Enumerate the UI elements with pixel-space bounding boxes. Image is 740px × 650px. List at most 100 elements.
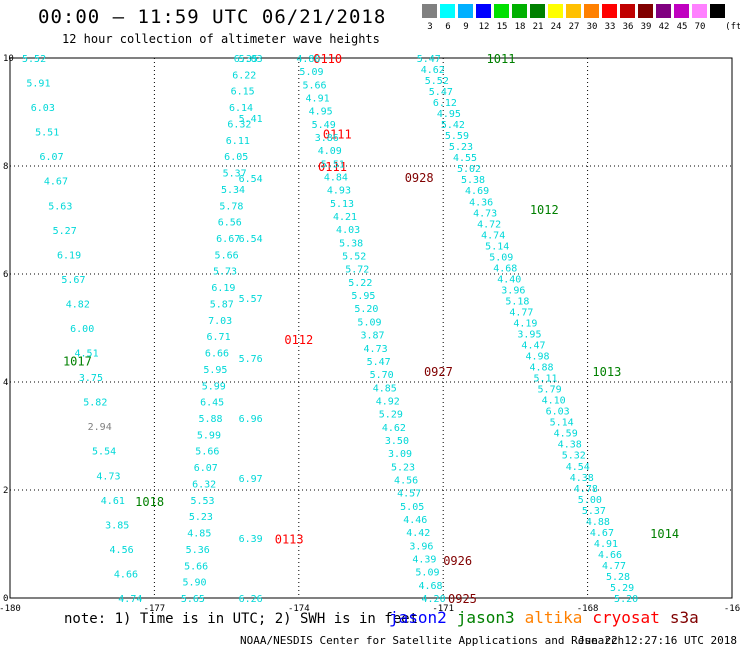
wave-height-value: 5.59 bbox=[445, 131, 469, 142]
wave-height-value: 5.09 bbox=[299, 67, 323, 78]
wave-height-value: 4.67 bbox=[590, 528, 614, 539]
track-time-label: 1012 bbox=[530, 203, 559, 217]
satellite-legend: jason2 jason3 altika cryosat s3a bbox=[389, 608, 709, 627]
wave-height-value: 5.05 bbox=[400, 502, 424, 513]
wave-height-value: 4.66 bbox=[598, 550, 622, 561]
wave-height-value: 5.09 bbox=[489, 252, 513, 263]
wave-height-value: 5.95 bbox=[351, 291, 375, 302]
wave-height-value: 5.66 bbox=[184, 561, 208, 572]
wave-height-value: 4.88 bbox=[529, 363, 553, 374]
wave-height-value: 4.55 bbox=[453, 153, 477, 164]
legend-swatch bbox=[692, 4, 707, 18]
wave-height-value: 5.27 bbox=[53, 226, 77, 237]
satellite-label-s3a: s3a bbox=[669, 608, 699, 627]
wave-height-value: 4.56 bbox=[110, 545, 134, 556]
wave-height-value: 5.42 bbox=[441, 120, 465, 131]
wave-height-value: 5.51 bbox=[35, 128, 59, 139]
legend-swatch bbox=[440, 4, 455, 18]
wave-height-value: 5.03 bbox=[239, 54, 263, 65]
legend-swatch bbox=[566, 4, 581, 18]
wave-height-value: 6.11 bbox=[226, 136, 250, 147]
wave-height-value: 5.20 bbox=[354, 304, 378, 315]
map-title: 00:00 – 11:59 UTC 06/21/2018 bbox=[38, 6, 387, 28]
track-time-label: 0925 bbox=[448, 592, 477, 606]
x-tick-label: -177 bbox=[144, 604, 166, 614]
wave-height-value: 4.19 bbox=[513, 318, 537, 329]
wave-height-value: 4.68 bbox=[418, 581, 442, 592]
track-time-label: 1013 bbox=[592, 365, 621, 379]
wave-height-value: 5.22 bbox=[348, 278, 372, 289]
wave-height-value: 5.76 bbox=[239, 354, 263, 365]
track-time-label: 0111 bbox=[323, 128, 352, 142]
wave-height-value: 5.66 bbox=[195, 447, 219, 458]
wave-height-value: 5.66 bbox=[215, 250, 239, 261]
wave-height-value: 4.77 bbox=[602, 561, 626, 572]
wave-height-value: 4.85 bbox=[373, 383, 397, 394]
legend-swatch bbox=[548, 4, 563, 18]
wave-height-value: 4.62 bbox=[421, 65, 445, 76]
x-tick-label: -174 bbox=[288, 604, 310, 614]
wave-height-value: 4.36 bbox=[469, 197, 493, 208]
legend-label: 27 bbox=[568, 22, 580, 32]
wave-height-value: 4.54 bbox=[566, 462, 590, 473]
plot-frame bbox=[9, 57, 733, 599]
wave-height-value: 5.49 bbox=[312, 120, 336, 131]
track-time-label: 0927 bbox=[424, 365, 453, 379]
x-tick-label: -180 bbox=[0, 604, 21, 614]
legend-swatch bbox=[710, 4, 725, 18]
wave-height-value: 5.52 bbox=[22, 54, 46, 65]
wave-height-value: 5.23 bbox=[449, 142, 473, 153]
wave-height-value: 5.87 bbox=[210, 299, 234, 310]
wave-height-value: 5.57 bbox=[239, 294, 263, 305]
y-tick-label: 8 bbox=[3, 162, 8, 172]
units-note: note: 1) Time is in UTC; 2) SWH is in fe… bbox=[64, 611, 419, 627]
wave-height-value: 6.00 bbox=[70, 324, 94, 335]
wave-height-value: 5.09 bbox=[357, 317, 381, 328]
wave-height-value: 4.85 bbox=[187, 529, 211, 540]
satellite-label-altika: altika bbox=[524, 608, 583, 627]
wave-height-value: 5.37 bbox=[582, 506, 606, 517]
wave-height-value: 5.09 bbox=[415, 568, 439, 579]
legend-label: 39 bbox=[640, 22, 652, 32]
wave-height-value: 4.95 bbox=[309, 107, 333, 118]
wave-height-value: 6.03 bbox=[546, 407, 570, 418]
wave-height-value: 6.71 bbox=[207, 332, 231, 343]
wave-height-value: 6.07 bbox=[40, 152, 64, 163]
track-time-label: 0112 bbox=[284, 333, 313, 347]
wave-height-value: 6.32 bbox=[192, 479, 216, 490]
wave-height-value: 6.97 bbox=[239, 474, 263, 485]
wave-height-value: 6.03 bbox=[31, 103, 55, 114]
wave-height-value: 5.29 bbox=[379, 410, 403, 421]
wave-height-value: 4.46 bbox=[403, 515, 427, 526]
wave-height-value: 5.47 bbox=[367, 357, 391, 368]
wave-height-value: 5.11 bbox=[534, 374, 558, 385]
wave-height-value: 6.39 bbox=[239, 534, 263, 545]
wave-height-value: 6.14 bbox=[229, 103, 253, 114]
wave-height-value: 4.78 bbox=[574, 484, 598, 495]
wave-height-value: 6.45 bbox=[200, 398, 224, 409]
wave-height-value: 5.51 bbox=[321, 159, 345, 170]
wave-height-value: 4.66 bbox=[114, 569, 138, 580]
wave-height-value: 4.56 bbox=[394, 475, 418, 486]
wave-height-value: 5.00 bbox=[578, 495, 602, 506]
legend-label: 3 bbox=[427, 22, 433, 32]
wave-height-value: 6.07 bbox=[194, 463, 218, 474]
wave-height-value: 5.23 bbox=[189, 512, 213, 523]
credit-line: NOAA/NESDIS Center for Satellite Applica… bbox=[240, 634, 625, 647]
wave-height-value: 4.38 bbox=[570, 473, 594, 484]
legend-label: 18 bbox=[514, 22, 526, 32]
legend-swatch bbox=[494, 4, 509, 18]
wave-height-value: 5.65 bbox=[181, 594, 205, 605]
wave-height-value: 5.99 bbox=[197, 430, 221, 441]
wave-height-value: 6.96 bbox=[239, 414, 263, 425]
wave-height-value: 5.52 bbox=[425, 76, 449, 87]
generated-timestamp: Jun 22 12:27:16 UTC 2018 bbox=[578, 634, 737, 647]
wave-height-value: 5.36 bbox=[186, 545, 210, 556]
wave-height-value: 6.54 bbox=[239, 174, 263, 185]
track-time-label: 1014 bbox=[650, 527, 679, 541]
wave-height-value: 4.91 bbox=[594, 539, 618, 550]
track-time-label: 0110 bbox=[313, 52, 342, 66]
wave-height-value: 5.99 bbox=[202, 381, 226, 392]
legend-unit: (ft) bbox=[725, 22, 740, 32]
wave-height-value: 4.86 bbox=[296, 54, 320, 65]
